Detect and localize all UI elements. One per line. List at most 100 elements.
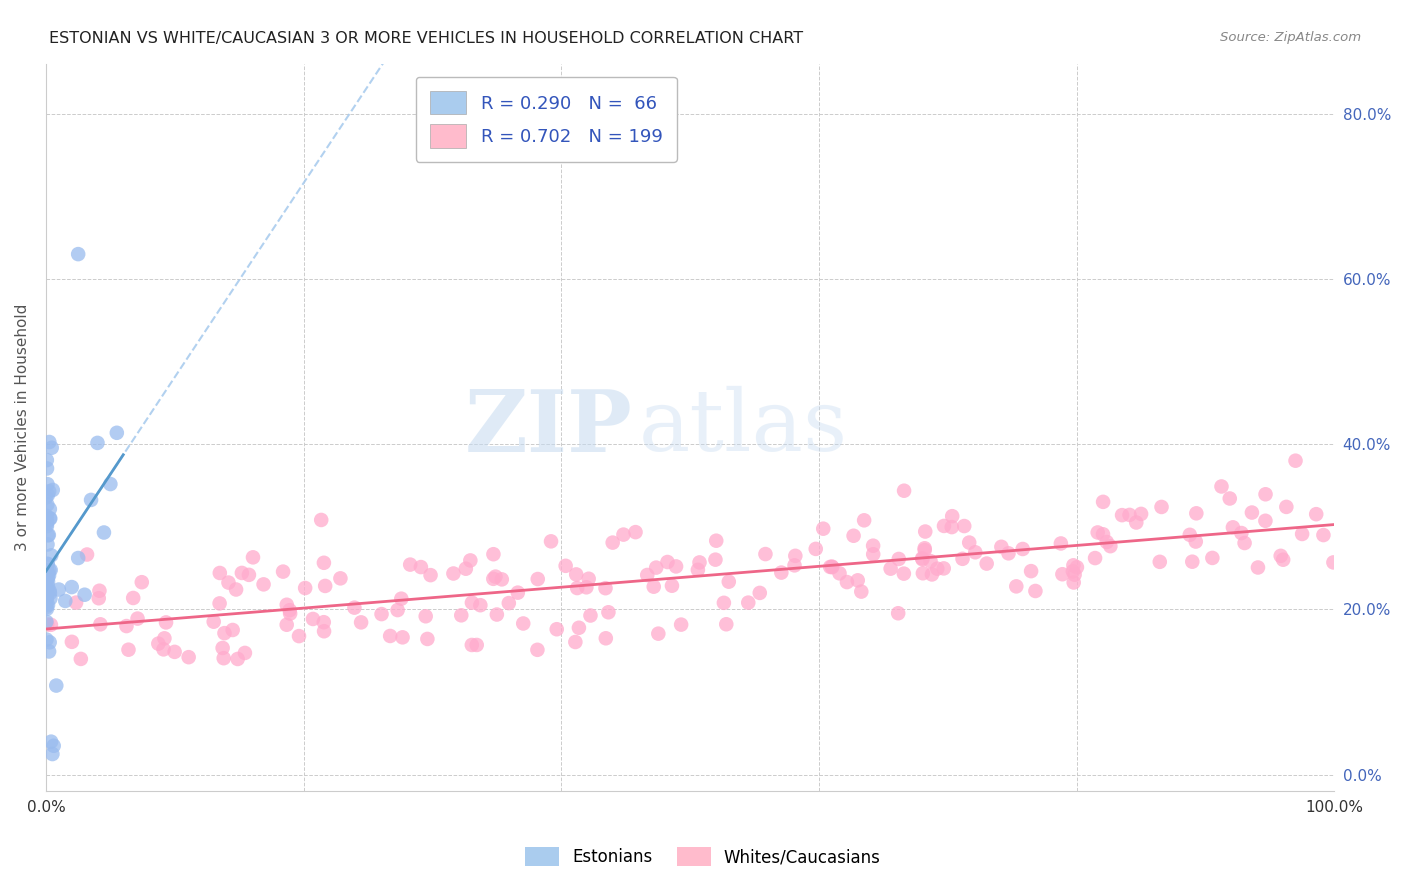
Point [155,615,177,630]
Point [37,617,59,632]
Point [1254,514,1277,528]
Point [39,586,62,600]
Point [39,734,62,748]
Point [713,596,735,610]
Point [39,591,62,606]
Point [689,556,711,570]
Point [460,553,482,567]
Text: ZIP: ZIP [464,385,633,470]
Point [1184,534,1206,549]
Point [1050,536,1073,550]
Point [612,527,634,541]
Point [1063,567,1085,582]
Point [100,477,122,491]
Point [37,579,59,593]
Point [218,575,240,590]
Point [568,621,591,635]
Point [647,626,669,640]
Point [370,607,392,621]
Point [152,642,174,657]
Point [127,611,149,625]
Text: atlas: atlas [638,386,848,469]
Point [1312,528,1334,542]
Point [302,612,325,626]
Point [785,549,807,563]
Point [35,508,58,523]
Point [38,563,60,577]
Point [846,574,869,588]
Point [67,247,90,261]
Point [271,565,294,579]
Point [419,568,441,582]
Point [783,558,806,573]
Point [554,558,576,573]
Point [252,577,274,591]
Point [53,594,76,608]
Point [717,574,740,589]
Point [37,557,59,571]
Point [506,585,529,599]
Point [242,550,264,565]
Point [39,549,62,563]
Point [39,511,62,525]
Point [851,584,873,599]
Point [1201,550,1223,565]
Point [37,598,59,612]
Point [37,477,59,491]
Point [41,747,63,761]
Point [416,632,439,646]
Point [37,557,59,571]
Point [595,632,617,646]
Point [704,552,727,566]
Point [42,483,65,497]
Point [997,546,1019,560]
Point [60,635,83,649]
Point [1005,579,1028,593]
Point [957,535,980,549]
Point [804,541,827,556]
Point [579,608,602,623]
Point [80,492,103,507]
Point [35,590,58,604]
Point [669,617,692,632]
Point [35,573,58,587]
Point [35,597,58,611]
Point [657,555,679,569]
Point [461,638,484,652]
Point [565,567,588,582]
Point [1219,491,1241,506]
Point [391,631,413,645]
Point [409,560,432,574]
Point [312,556,335,570]
Point [482,547,505,561]
Point [835,575,858,590]
Point [1062,558,1084,573]
Point [465,638,488,652]
Point [1230,526,1253,541]
Point [312,615,335,630]
Point [278,607,301,621]
Point [482,572,505,586]
Point [1087,525,1109,540]
Point [645,560,668,574]
Point [1019,564,1042,578]
Point [65,596,87,610]
Point [450,608,472,623]
Point [35,515,58,529]
Point [42,739,65,753]
Point [853,513,876,527]
Y-axis label: 3 or more Vehicles in Household: 3 or more Vehicles in Household [15,304,30,551]
Point [1024,584,1046,599]
Point [1185,506,1208,520]
Point [35,585,58,599]
Point [932,519,955,533]
Point [231,566,253,580]
Point [887,606,910,620]
Point [990,540,1012,554]
Point [540,534,562,549]
Point [564,635,586,649]
Point [312,624,335,639]
Point [1011,541,1033,556]
Point [643,580,665,594]
Point [115,619,138,633]
